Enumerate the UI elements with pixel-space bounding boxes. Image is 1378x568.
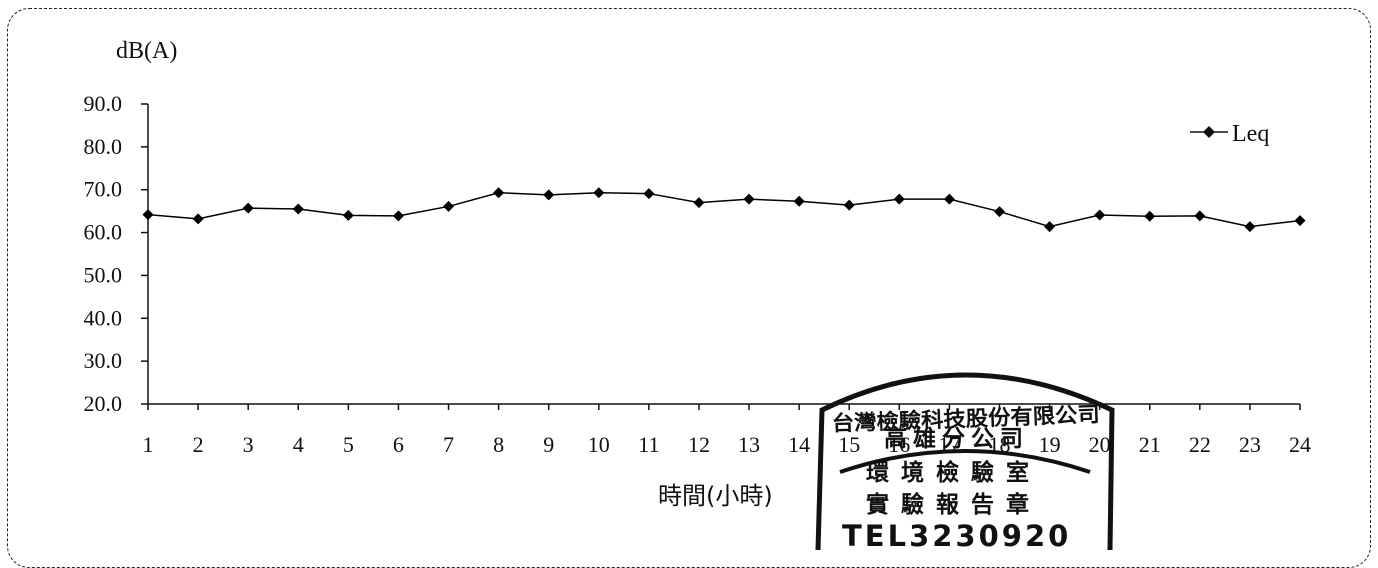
data-point [543, 189, 555, 201]
x-tick-label: 7 [443, 432, 454, 457]
y-tick-label: 50.0 [84, 262, 123, 287]
y-tick-label: 90.0 [84, 91, 123, 116]
x-tick-label: 16 [888, 432, 910, 457]
legend: Leq [1190, 121, 1269, 147]
data-point [142, 209, 154, 221]
y-tick-label: 70.0 [84, 177, 123, 202]
x-tick-label: 3 [243, 432, 254, 457]
x-tick-label: 20 [1089, 432, 1111, 457]
x-tick-label: 1 [143, 432, 154, 457]
x-tick-label: 4 [293, 432, 304, 457]
stamp-line2: 高雄分公司 [884, 425, 1029, 452]
data-point [1144, 210, 1156, 222]
x-tick-label: 21 [1139, 432, 1161, 457]
data-point [843, 199, 855, 211]
stamp-line3: 環境檢驗室 [866, 459, 1041, 486]
legend-marker [1203, 126, 1215, 138]
y-tick-label: 20.0 [84, 391, 123, 416]
data-point [743, 193, 755, 205]
x-tick-label: 23 [1239, 432, 1261, 457]
data-point [1094, 209, 1106, 221]
x-ticks: 1 2 3 4 5 6 7 8 9 10 11 12 13 14 15 16 17 18 19 20 21 22 23 24 [143, 404, 1311, 457]
data-point [493, 187, 505, 199]
x-tick-label: 11 [638, 432, 659, 457]
y-tick-label: 40.0 [84, 305, 123, 330]
data-point [192, 213, 204, 225]
x-tick-label: 15 [838, 432, 860, 457]
y-axis-title: dB(A) [116, 38, 177, 64]
data-point [392, 210, 404, 222]
x-axis-title: 時間(小時) [658, 482, 773, 510]
x-tick-label: 10 [588, 432, 610, 457]
x-tick-label: 12 [688, 432, 710, 457]
data-point [693, 197, 705, 209]
stamp-line4: 實驗報告章 [866, 491, 1041, 518]
data-point [1244, 221, 1256, 233]
x-tick-label: 24 [1289, 432, 1311, 457]
series-line [147, 191, 1301, 228]
data-point [893, 193, 905, 205]
data-point [1294, 215, 1306, 227]
data-point [993, 206, 1005, 218]
stamp-border [815, 372, 1115, 550]
y-tick-label: 80.0 [84, 134, 123, 159]
x-tick-label: 6 [393, 432, 404, 457]
y-tick-label: 30.0 [84, 348, 123, 373]
data-point [242, 202, 254, 214]
data-point [643, 188, 655, 200]
data-point [943, 193, 955, 205]
company-stamp: 台灣檢驗科技股份有限公司 高雄分公司 環境檢驗室 實驗報告章 TEL323092… [815, 372, 1115, 550]
stamp-inner-arc [839, 449, 1091, 474]
x-tick-label: 13 [738, 432, 760, 457]
stamp-line5: TEL3230920 [842, 519, 1071, 550]
x-tick-label: 8 [493, 432, 504, 457]
x-tick-label: 22 [1189, 432, 1211, 457]
x-tick-label: 14 [788, 432, 810, 457]
data-point [342, 209, 354, 221]
x-tick-label: 9 [543, 432, 554, 457]
y-ticks: 20.0 30.0 40.0 50.0 60.0 70.0 80.0 90.0 [84, 91, 148, 416]
series-leq [142, 187, 1306, 233]
x-tick-label: 2 [193, 432, 204, 457]
x-tick-label: 19 [1039, 432, 1061, 457]
data-point [1044, 221, 1056, 233]
data-point [593, 187, 605, 199]
data-point [292, 203, 304, 215]
x-tick-label: 5 [343, 432, 354, 457]
data-point [793, 195, 805, 207]
legend-label: Leq [1232, 121, 1269, 147]
y-tick-label: 60.0 [84, 220, 123, 245]
data-point [1194, 210, 1206, 222]
data-point [443, 200, 455, 212]
